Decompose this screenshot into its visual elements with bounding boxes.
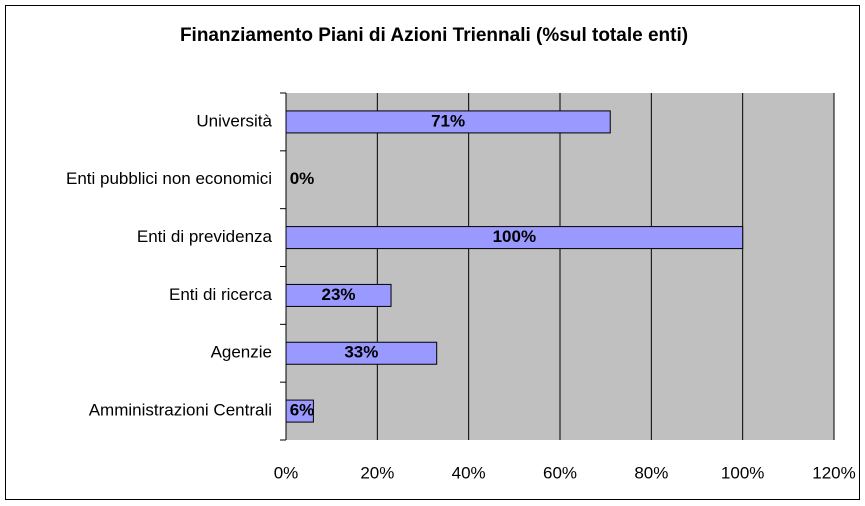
y-tick-label: Enti di previdenza (137, 227, 273, 246)
y-tick-label: Amministrazioni Centrali (89, 401, 272, 420)
bar (285, 341, 438, 365)
x-tick-label: 120% (812, 463, 855, 482)
x-tick-label: 40% (452, 463, 486, 482)
bar (285, 283, 392, 307)
value-label: 33% (344, 343, 378, 362)
value-label: 71% (431, 111, 465, 130)
y-tick-label: Enti pubblici non economici (66, 169, 272, 188)
y-tick-label: Agenzie (211, 343, 272, 362)
x-tick-label: 0% (274, 463, 299, 482)
value-label: 100% (493, 227, 536, 246)
x-tick-label: 60% (543, 463, 577, 482)
x-tick-label: 80% (634, 463, 668, 482)
bar (285, 226, 744, 250)
bar (285, 110, 611, 134)
value-label: 6% (290, 401, 315, 420)
value-label: 0% (290, 169, 315, 188)
x-tick-label: 100% (721, 463, 764, 482)
y-tick-label: Enti di ricerca (169, 285, 273, 304)
bar (285, 399, 314, 423)
value-label: 23% (322, 285, 356, 304)
chart-title: Finanziamento Piani di Azioni Triennali … (180, 25, 688, 46)
x-tick-label: 20% (360, 463, 394, 482)
y-tick-label: Università (196, 111, 272, 130)
